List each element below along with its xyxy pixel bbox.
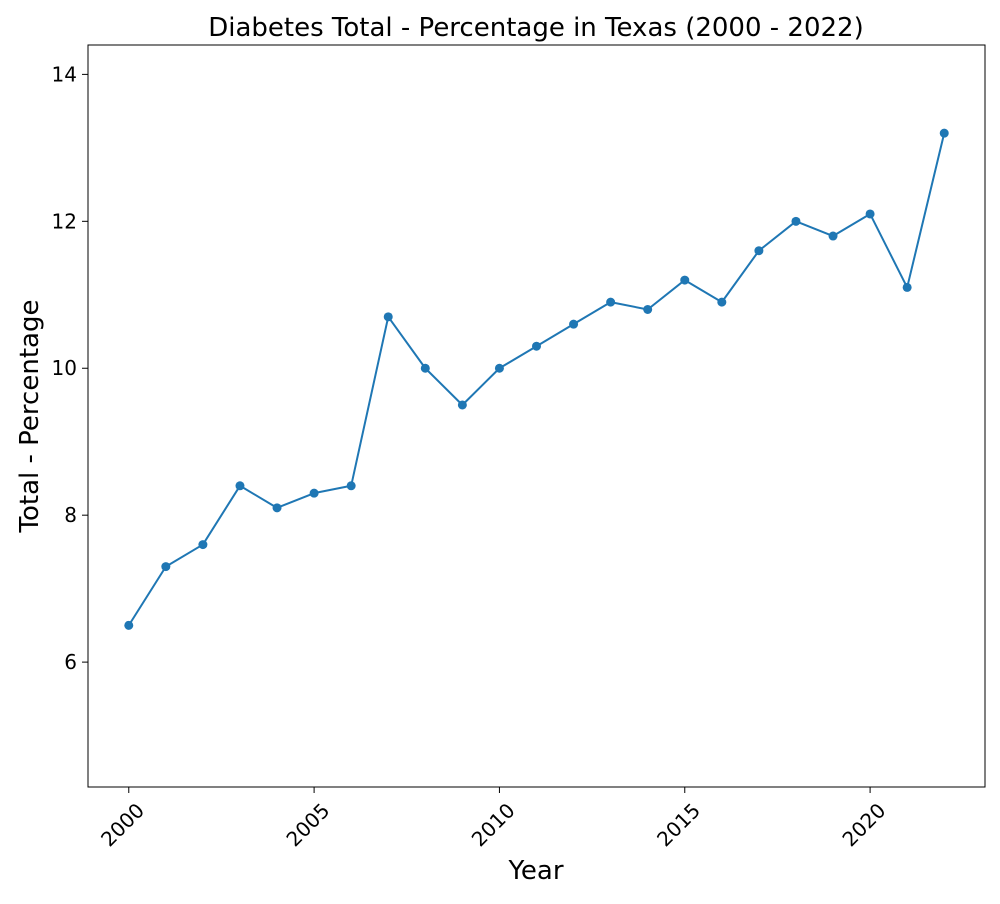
data-point [569, 319, 579, 329]
x-axis-ticks: 2000 2005 2010 2015 2020 [96, 787, 890, 851]
plot-area [124, 128, 949, 630]
data-point [680, 275, 690, 285]
y-axis-label: Total - Percentage [15, 300, 45, 534]
y-axis-ticks: 6 8 10 12 14 [52, 62, 88, 674]
data-point [643, 304, 653, 314]
data-point [606, 297, 616, 307]
data-point [346, 481, 356, 491]
data-point [383, 312, 393, 322]
chart-title: Diabetes Total - Percentage in Texas (20… [208, 13, 863, 43]
y-tick-label: 12 [52, 209, 77, 233]
data-point [272, 503, 282, 513]
data-point [161, 562, 171, 572]
data-point [235, 481, 245, 491]
x-tick-label: 2020 [837, 798, 890, 851]
data-point [902, 282, 912, 292]
data-point [420, 363, 430, 373]
plot-frame [87, 44, 986, 788]
data-point [198, 540, 208, 550]
y-tick-label: 10 [52, 356, 77, 380]
data-point [754, 246, 764, 256]
data-point [124, 620, 134, 630]
data-point [457, 400, 467, 410]
data-point [309, 488, 319, 498]
y-tick-label: 8 [64, 503, 77, 527]
y-tick-label: 14 [52, 62, 77, 86]
y-tick-label: 6 [64, 650, 77, 674]
data-point [717, 297, 727, 307]
x-tick-label: 2000 [96, 798, 149, 851]
x-tick-label: 2005 [281, 798, 334, 851]
data-point [494, 363, 504, 373]
x-tick-label: 2010 [467, 798, 520, 851]
series-line [127, 132, 946, 626]
data-point [791, 216, 801, 226]
data-point [532, 341, 541, 351]
data-point [939, 128, 949, 138]
data-point [865, 209, 875, 219]
data-point [828, 231, 838, 241]
x-axis-label: Year [507, 856, 563, 886]
x-tick-label: 2015 [652, 798, 705, 851]
